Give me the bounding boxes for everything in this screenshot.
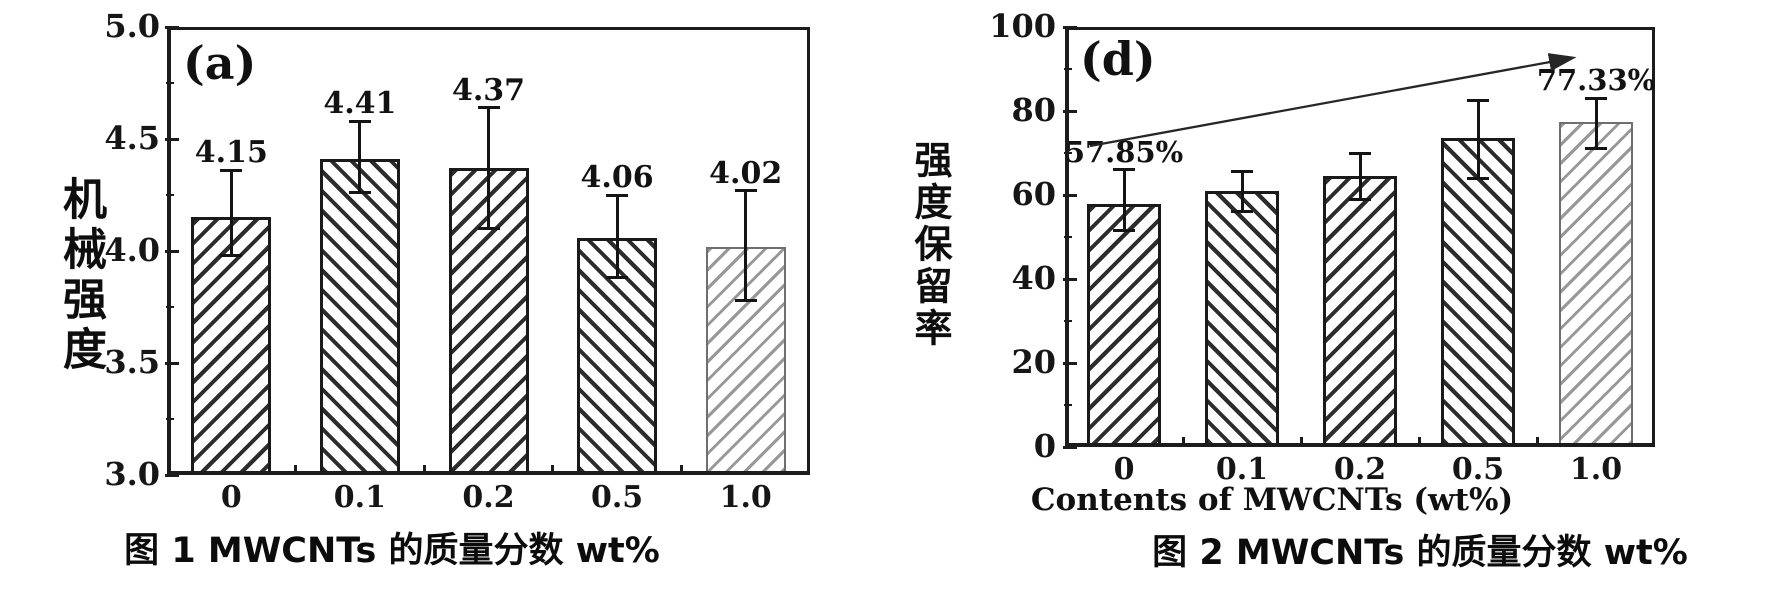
x-tick-label: 0.1 bbox=[1215, 452, 1269, 487]
error-bar-cap-bottom bbox=[734, 298, 757, 302]
y-tick-label: 4.5 bbox=[104, 119, 160, 157]
y-tick-label: 80 bbox=[1011, 91, 1056, 129]
x-tick-label: 0.2 bbox=[1333, 452, 1387, 487]
x-minor-tick bbox=[1299, 437, 1303, 446]
y-minor-tick bbox=[1064, 404, 1072, 406]
x-minor-tick bbox=[1181, 437, 1185, 446]
y-tick bbox=[1063, 277, 1077, 281]
y-tick-label: 3.0 bbox=[104, 455, 160, 493]
error-bar-cap-bottom bbox=[1231, 210, 1253, 214]
x-tick-label: 1.0 bbox=[719, 480, 772, 515]
y-tick bbox=[1063, 25, 1077, 29]
y-minor-tick bbox=[166, 82, 174, 84]
error-bar-cap-bottom bbox=[348, 191, 371, 195]
panel-label-d: (d) bbox=[1080, 32, 1156, 86]
bar bbox=[1087, 204, 1161, 447]
x-tick-label: 0.5 bbox=[590, 480, 644, 515]
error-bar bbox=[1358, 153, 1362, 200]
y-minor-tick bbox=[166, 418, 174, 420]
y-minor-tick bbox=[166, 306, 174, 308]
error-bar-cap-bottom bbox=[220, 253, 243, 257]
x-minor-tick bbox=[1417, 437, 1421, 446]
error-bar-cap-top bbox=[1113, 168, 1135, 172]
y-tick-label: 60 bbox=[1011, 175, 1056, 213]
y-minor-tick bbox=[1064, 152, 1072, 154]
error-bar bbox=[358, 121, 362, 193]
error-bar bbox=[1122, 169, 1126, 231]
error-bar bbox=[229, 170, 233, 256]
x-minor-tick bbox=[679, 465, 683, 474]
error-bar-cap-bottom bbox=[1467, 176, 1489, 180]
x-minor-tick bbox=[422, 465, 426, 474]
panel-label-a: (a) bbox=[183, 36, 257, 90]
x-tick-label: 0.1 bbox=[333, 480, 386, 515]
error-bar bbox=[487, 107, 490, 229]
y-tick-label: 40 bbox=[1011, 259, 1056, 297]
y-tick-label: 5.0 bbox=[104, 7, 160, 45]
error-bar-cap-top bbox=[606, 193, 629, 197]
y-tick bbox=[165, 249, 179, 253]
y-axis-title-right: 强度保留率 bbox=[908, 140, 952, 350]
error-bar-cap-top bbox=[477, 106, 500, 110]
y-tick-label: 0 bbox=[1033, 427, 1056, 465]
y-tick bbox=[1063, 361, 1077, 365]
error-bar-cap-bottom bbox=[1349, 197, 1371, 201]
bar bbox=[1323, 176, 1397, 447]
bar-value-label: 4.41 bbox=[323, 86, 397, 122]
y-tick bbox=[165, 473, 179, 477]
error-bar-cap-bottom bbox=[477, 227, 500, 231]
bar bbox=[1205, 190, 1279, 447]
x-minor-tick bbox=[1535, 437, 1539, 446]
error-bar-cap-bottom bbox=[606, 276, 629, 280]
y-minor-tick bbox=[166, 194, 174, 196]
y-tick bbox=[1063, 109, 1077, 113]
y-tick-label: 100 bbox=[989, 7, 1056, 45]
y-minor-tick bbox=[1064, 320, 1072, 322]
error-bar-cap-top bbox=[1467, 99, 1489, 102]
error-bar bbox=[1594, 98, 1598, 149]
error-bar-cap-top bbox=[220, 168, 243, 172]
y-minor-tick bbox=[1064, 68, 1072, 70]
trend-arrow-line bbox=[1089, 53, 1577, 148]
error-bar-cap-top bbox=[1349, 151, 1371, 155]
error-bar-cap-top bbox=[1585, 96, 1607, 100]
y-axis-title-left: 机械强度 bbox=[55, 176, 106, 376]
bar bbox=[1441, 138, 1515, 447]
trend-arrow bbox=[1089, 53, 1577, 148]
x-axis-title-right: Contents of MWCNTs (wt%) bbox=[1030, 482, 1514, 518]
x-tick-label: 0.5 bbox=[1451, 452, 1505, 487]
bar-value-label: 4.06 bbox=[580, 160, 654, 195]
bar-value-label: 4.02 bbox=[709, 155, 783, 191]
y-tick bbox=[165, 25, 179, 29]
bar-value-label: 4.15 bbox=[194, 135, 268, 171]
error-bar-cap-top bbox=[348, 119, 371, 123]
error-bar-cap-top bbox=[734, 189, 757, 193]
x-tick-label: 0.2 bbox=[462, 480, 515, 515]
bar-value-label: 4.37 bbox=[451, 72, 526, 108]
error-bar bbox=[1240, 171, 1244, 212]
x-minor-tick bbox=[551, 465, 555, 474]
y-tick-label: 4.0 bbox=[104, 231, 160, 269]
x-tick-label: 0 bbox=[220, 480, 242, 515]
y-tick bbox=[165, 137, 179, 141]
error-bar bbox=[1476, 100, 1480, 179]
error-bar-cap-bottom bbox=[1585, 147, 1607, 151]
y-minor-tick bbox=[1064, 236, 1072, 238]
error-bar-cap-top bbox=[1231, 170, 1253, 174]
x-minor-tick bbox=[294, 465, 298, 474]
y-tick bbox=[1063, 193, 1077, 197]
caption-figure-1: 图 1 MWCNTs 的质量分数 wt% bbox=[124, 531, 660, 571]
y-tick bbox=[165, 361, 179, 365]
y-tick-label: 3.5 bbox=[104, 343, 160, 381]
error-bar-cap-bottom bbox=[1113, 229, 1135, 233]
error-bar bbox=[744, 190, 748, 301]
y-tick-label: 20 bbox=[1011, 343, 1056, 381]
error-bar bbox=[615, 195, 619, 278]
bar bbox=[1559, 122, 1633, 447]
caption-figure-2: 图 2 MWCNTs 的质量分数 wt% bbox=[1152, 533, 1688, 573]
x-tick-label: 0 bbox=[1113, 452, 1135, 487]
y-tick bbox=[1063, 445, 1077, 449]
x-tick-label: 1.0 bbox=[1569, 452, 1623, 487]
